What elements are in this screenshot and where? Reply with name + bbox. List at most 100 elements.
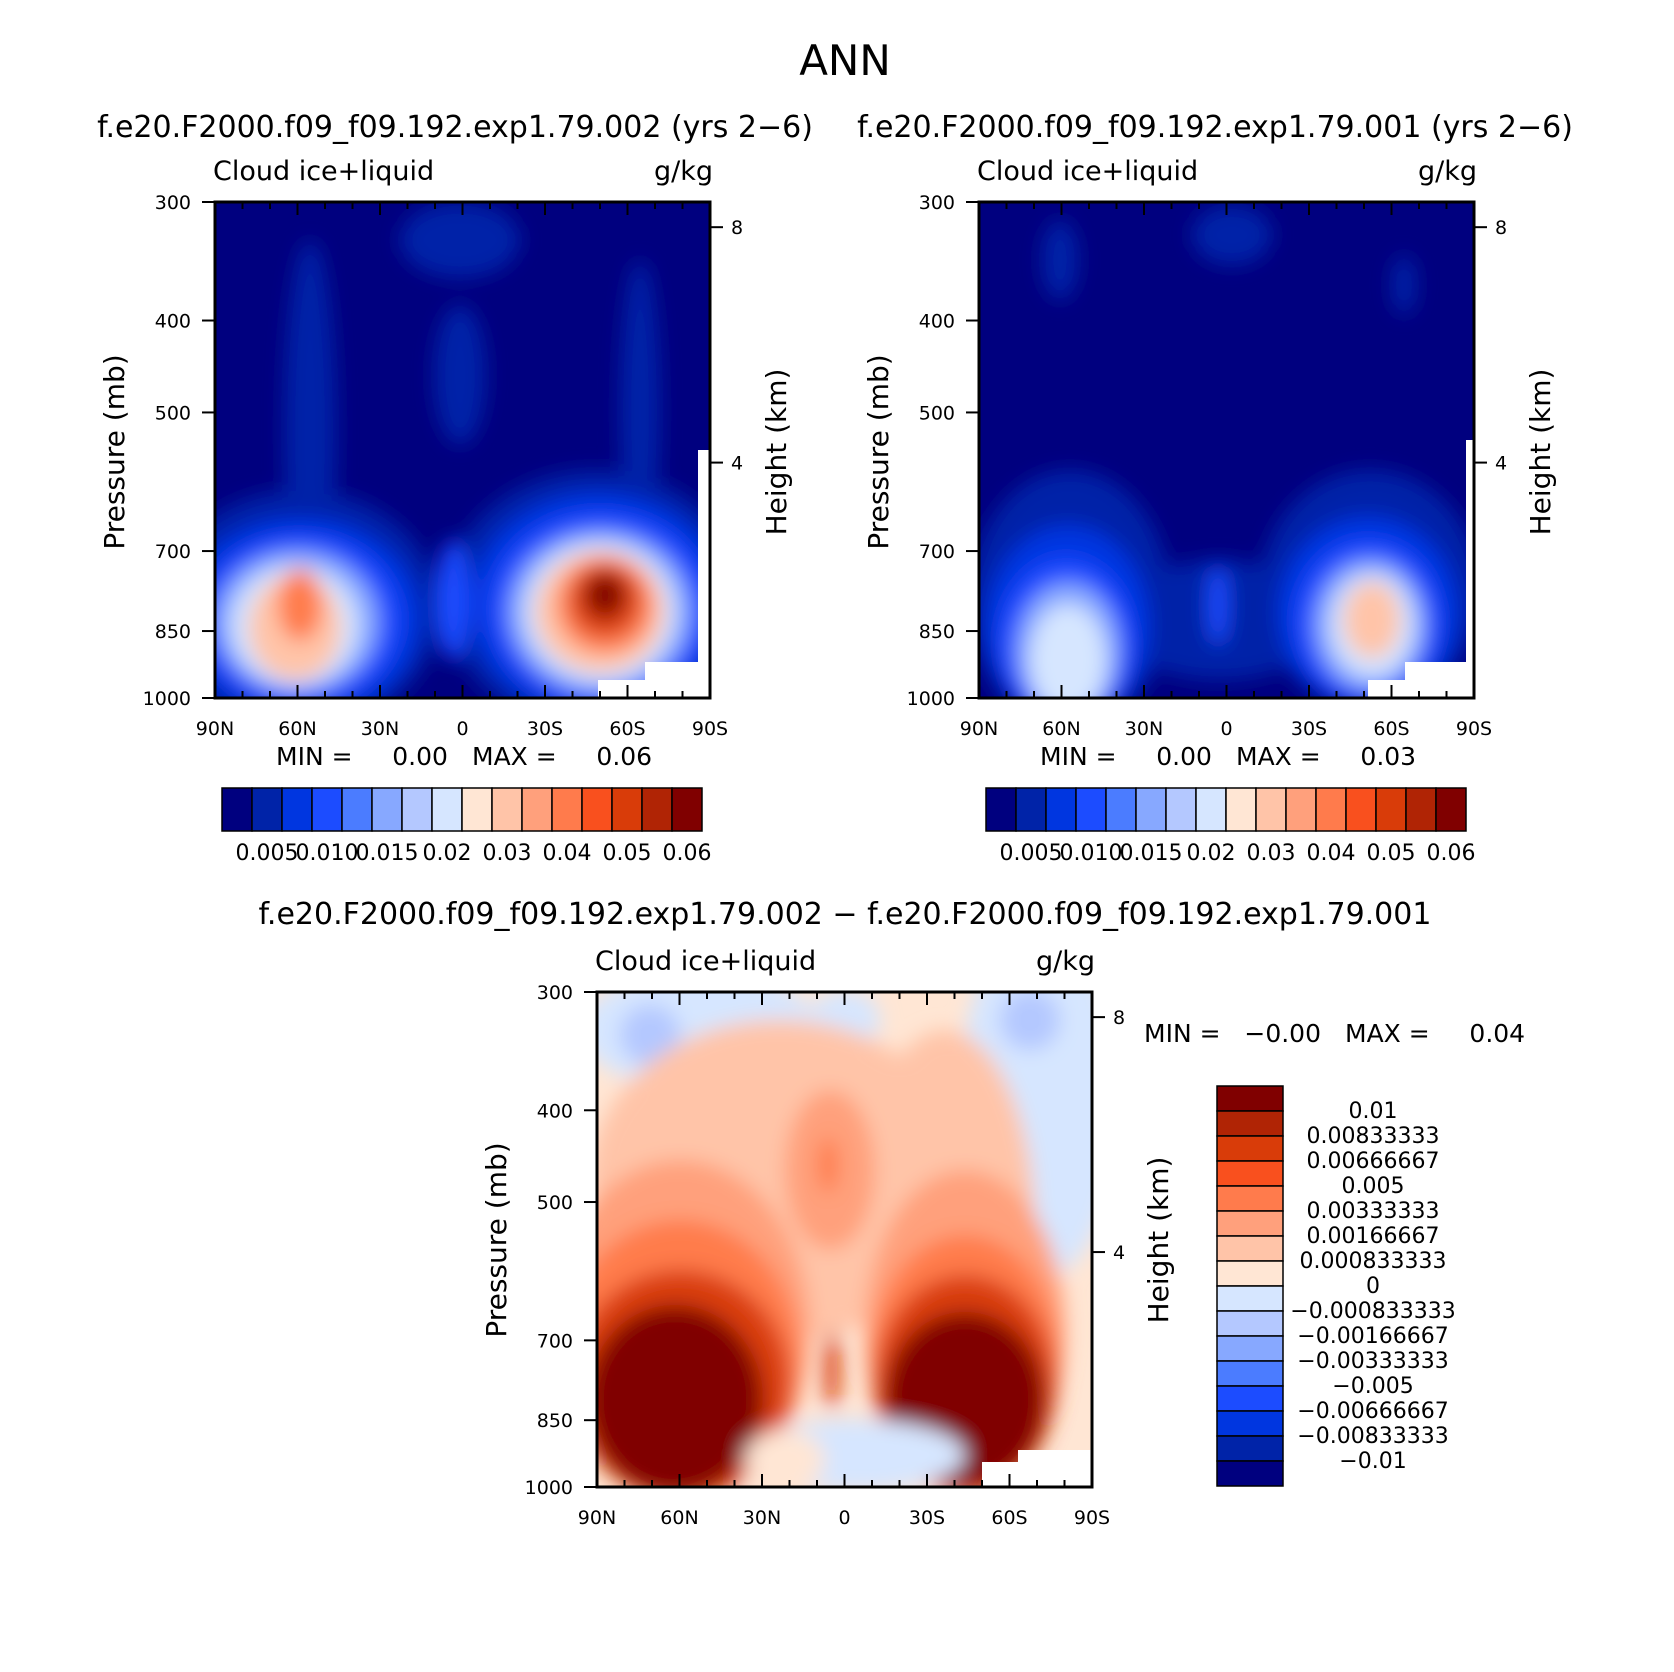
colorbar-swatch-a-7 [431, 787, 463, 832]
colorbar-label-c-1: 0.00833333 [1307, 1124, 1440, 1149]
colorbar-label-c-14: −0.01 [1339, 1449, 1406, 1474]
colorbar-label-a-3: 0.02 [423, 841, 472, 866]
x-tick-label-a-6: 90S [692, 718, 728, 740]
colorbar-swatch-c-12 [1216, 1385, 1284, 1412]
y2-tick-label-b-0: 8 [1495, 217, 1507, 239]
colorbar-swatch-b-10 [1285, 787, 1317, 832]
y-tick-label-a-5: 1000 [143, 688, 191, 710]
colorbar-swatch-c-7 [1216, 1260, 1284, 1287]
colorbar-swatch-b-15 [1435, 787, 1467, 832]
colorbar-swatch-a-12 [581, 787, 613, 832]
colorbar-swatch-c-6 [1216, 1235, 1284, 1262]
y-axis-title-b: Pressure (mb) [862, 354, 895, 549]
axes-b: 90N 60N 30N 0 30S 60S 90S 300 400 500 700 850 1000 8 4 [907, 192, 1507, 740]
colorbar-swatch-c-14 [1216, 1435, 1284, 1462]
colorbar-swatch-a-13 [611, 787, 643, 832]
colorbar-swatch-b-2 [1045, 787, 1077, 832]
y2-axis-title-b: Height (km) [1524, 369, 1557, 536]
colorbar-swatch-b-1 [1015, 787, 1047, 832]
y2-tick-label-c-1: 4 [1113, 1242, 1125, 1264]
x-tick-label-b-5: 60S [1373, 718, 1409, 740]
colorbar-swatch-a-0 [221, 787, 253, 832]
colorbar-label-c-5: 0.00166667 [1307, 1224, 1440, 1249]
colorbar-label-c-3: 0.005 [1342, 1174, 1405, 1199]
variable-label-b: Cloud ice+liquid [977, 156, 1198, 187]
colorbar-swatch-a-3 [311, 787, 343, 832]
axes-a: 90N 60N 30N 0 30S 60S 90S 300 400 500 700 850 1000 8 4 [143, 192, 743, 740]
colorbar-label-c-13: −0.00833333 [1297, 1424, 1448, 1449]
colorbar-swatch-c-10 [1216, 1335, 1284, 1362]
colorbar-label-c-4: 0.00333333 [1307, 1199, 1440, 1224]
y-tick-label-c-5: 1000 [525, 1477, 573, 1499]
x-tick-label-c-4: 30S [909, 1507, 945, 1529]
colorbar-label-a-7: 0.06 [663, 841, 712, 866]
plot-area-a [215, 202, 710, 698]
panel-title-left: f.e20.F2000.f09_f09.192.exp1.79.002 (yrs… [97, 110, 813, 145]
colorbar-swatch-c-15 [1216, 1460, 1284, 1487]
y2-axis-title-a: Height (km) [760, 369, 793, 536]
colorbar-label-c-7: 0 [1366, 1274, 1380, 1299]
colorbar-label-c-9: −0.00166667 [1297, 1324, 1448, 1349]
variable-label-c: Cloud ice+liquid [595, 946, 816, 977]
panel-a: 90N 60N 30N 0 30S 60S 90S 300 400 500 700 850 1000 8 4… [98, 156, 793, 866]
colorbar-swatch-c-4 [1216, 1185, 1284, 1212]
colorbar-label-c-11: −0.005 [1332, 1374, 1413, 1399]
colorbar-label-c-6: 0.000833333 [1300, 1249, 1447, 1274]
colorbar-swatch-b-12 [1345, 787, 1377, 832]
colorbar-swatch-c-8 [1216, 1285, 1284, 1312]
panel-c: 90N 60N 30N 0 30S 60S 90S 300 400 500 700 850 1000 8 4… [480, 946, 1525, 1529]
colorbar-label-a-2: 0.015 [356, 841, 419, 866]
colorbar-label-b-7: 0.06 [1427, 841, 1476, 866]
y-tick-label-a-3: 700 [155, 541, 191, 563]
max-label-c: MAX = 0.04 [1345, 1019, 1525, 1048]
y-tick-label-c-0: 300 [537, 982, 573, 1004]
x-tick-label-a-2: 30N [361, 718, 399, 740]
x-tick-label-a-0: 90N [196, 718, 234, 740]
colorbar-label-b-3: 0.02 [1187, 841, 1236, 866]
plot-area-c [597, 992, 1092, 1487]
colorbar-swatch-b-9 [1255, 787, 1287, 832]
y-tick-label-b-1: 400 [919, 311, 955, 333]
colorbar-label-b-5: 0.04 [1307, 841, 1356, 866]
min-label-c: MIN = −0.00 [1144, 1019, 1321, 1048]
panel-b: 90N 60N 30N 0 30S 60S 90S 300 400 500 700 850 1000 8 4… [862, 156, 1557, 866]
units-label-a: g/kg [654, 156, 713, 187]
panel-title-right: f.e20.F2000.f09_f09.192.exp1.79.001 (yrs… [857, 110, 1573, 145]
panel-title-diff: f.e20.F2000.f09_f09.192.exp1.79.002 − f.… [259, 897, 1432, 932]
colorbar-swatch-a-15 [671, 787, 703, 832]
colorbar-label-b-2: 0.015 [1120, 841, 1183, 866]
y-tick-label-a-1: 400 [155, 311, 191, 333]
colorbar-label-b-6: 0.05 [1367, 841, 1416, 866]
colorbar-swatch-c-9 [1216, 1310, 1284, 1337]
colorbar-swatch-a-14 [641, 787, 673, 832]
x-tick-label-c-1: 60N [660, 1507, 698, 1529]
colorbar-swatch-b-3 [1075, 787, 1107, 832]
colorbar-swatch-b-0 [985, 787, 1017, 832]
colorbar-swatch-a-4 [341, 787, 373, 832]
colorbar-swatch-a-1 [251, 787, 283, 832]
colorbar-swatch-a-9 [491, 787, 523, 832]
x-tick-label-c-3: 0 [838, 1507, 850, 1529]
colorbar-swatch-b-4 [1105, 787, 1137, 832]
colorbar-swatch-a-8 [461, 787, 493, 832]
min-label-b: MIN = 0.00 [1040, 742, 1212, 771]
colorbar-swatch-a-6 [401, 787, 433, 832]
x-tick-label-a-1: 60N [278, 718, 316, 740]
y2-axis-title-c: Height (km) [1142, 1157, 1175, 1324]
x-tick-label-b-6: 90S [1456, 718, 1492, 740]
colorbar-label-b-0: 0.005 [1000, 841, 1063, 866]
units-label-b: g/kg [1418, 156, 1477, 187]
colorbar-c: 0.010.008333330.006666670.0050.003333330… [1216, 1085, 1456, 1487]
colorbar-label-c-0: 0.01 [1349, 1099, 1398, 1124]
x-tick-label-a-4: 30S [527, 718, 563, 740]
y-tick-label-a-2: 500 [155, 402, 191, 424]
max-label-b: MAX = 0.03 [1236, 742, 1416, 771]
y-axis-title-c: Pressure (mb) [480, 1142, 513, 1337]
colorbar-swatch-c-2 [1216, 1135, 1284, 1162]
x-tick-label-c-0: 90N [578, 1507, 616, 1529]
colorbar-label-a-0: 0.005 [236, 841, 299, 866]
x-tick-label-c-5: 60S [991, 1507, 1027, 1529]
axes-c: 90N 60N 30N 0 30S 60S 90S 300 400 500 700 850 1000 8 4 [525, 982, 1125, 1529]
colorbar-label-c-2: 0.00666667 [1307, 1149, 1440, 1174]
